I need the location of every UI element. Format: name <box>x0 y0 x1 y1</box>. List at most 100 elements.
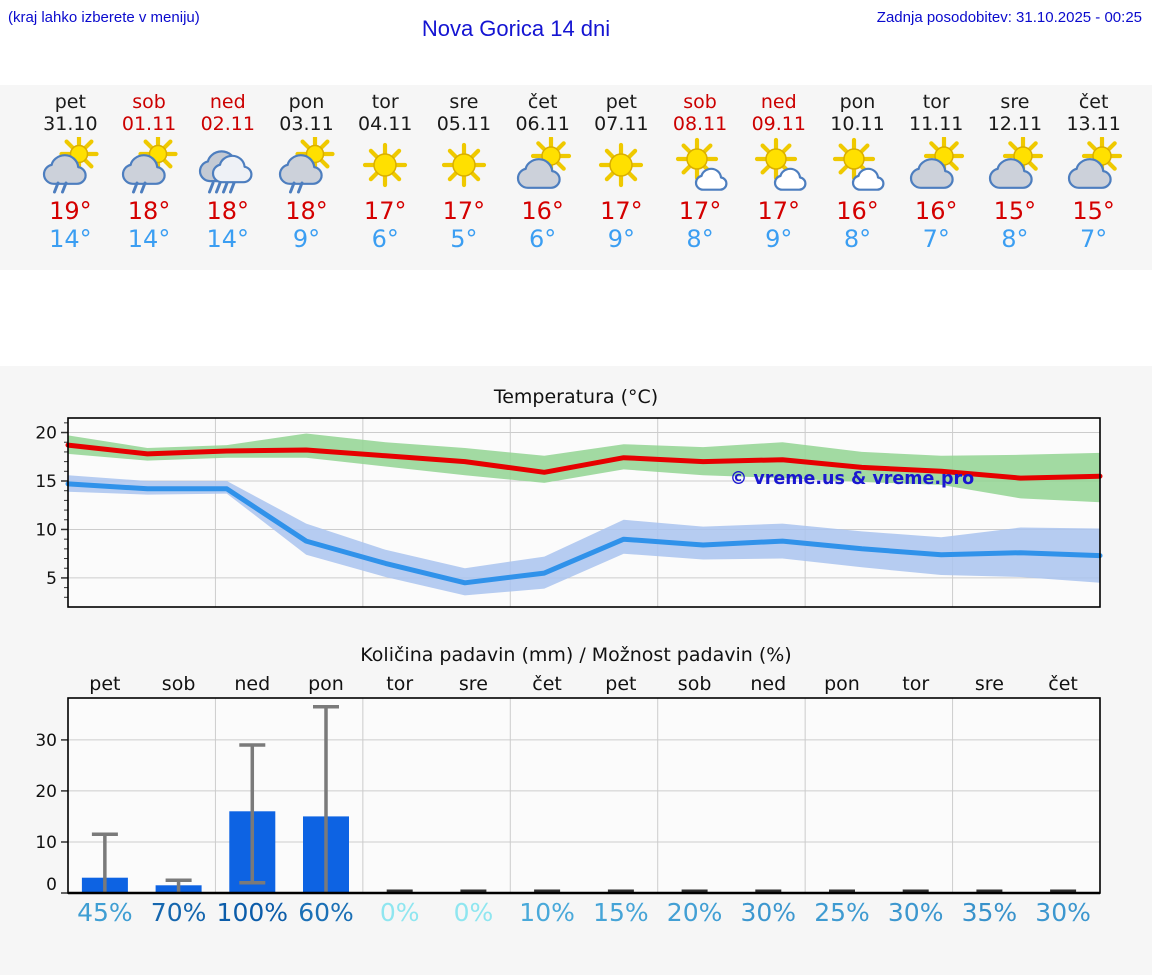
forecast-day-01.11[interactable]: sob 01.11 18° 14° <box>110 91 189 270</box>
high-temp: 19° <box>49 197 92 225</box>
precip-probability: 30% <box>1035 898 1091 927</box>
high-temp: 16° <box>836 197 879 225</box>
day-name: sre <box>449 91 479 113</box>
day-name: tor <box>922 91 950 113</box>
svg-text:10: 10 <box>35 833 57 853</box>
page-title: Nova Gorica 14 dni <box>421 16 611 41</box>
precip-zero-bar <box>976 889 1003 893</box>
day-name: čet <box>1078 91 1109 113</box>
day-date: 02.11 <box>200 113 255 135</box>
precip-probability: 60% <box>298 898 354 927</box>
day-name: pon <box>288 91 325 113</box>
day-date: 08.11 <box>672 113 728 135</box>
forecast-day-07.11[interactable]: pet 07.11 17° 9° <box>582 91 661 270</box>
svg-text:5: 5 <box>46 569 57 589</box>
forecast-day-31.10[interactable]: pet 31.10 19° 14° <box>31 91 110 270</box>
sun-behind-cloud-icon <box>1054 137 1133 195</box>
svg-text:20: 20 <box>35 782 57 802</box>
day-name: ned <box>209 91 246 113</box>
day-date: 11.11 <box>909 113 964 135</box>
sun-small-cloud-icon <box>818 137 897 195</box>
precip-day-label: pon <box>308 673 344 695</box>
day-date: 03.11 <box>279 113 334 135</box>
svg-text:30: 30 <box>35 731 57 751</box>
day-date: 13.11 <box>1066 113 1121 135</box>
precip-day-label: ned <box>234 673 270 695</box>
low-temp: 14° <box>206 225 250 253</box>
precip-day-label: sre <box>459 673 488 695</box>
day-date: 31.10 <box>43 113 98 135</box>
low-temp: 8° <box>843 225 872 253</box>
forecast-day-09.11[interactable]: ned 09.11 17° 9° <box>739 91 818 270</box>
day-date: 07.11 <box>594 113 649 135</box>
day-name: pet <box>54 91 86 113</box>
precip-zero-bar <box>534 889 561 893</box>
low-temp: 6° <box>371 225 399 253</box>
low-temp: 9° <box>765 225 793 253</box>
forecast-day-02.11[interactable]: ned 02.11 18° 14° <box>188 91 267 270</box>
precip-probability: 100% <box>217 898 288 927</box>
low-temp: 8° <box>686 225 714 253</box>
forecast-day-10.11[interactable]: pon 10.11 16° 8° <box>818 91 897 270</box>
sun-cloud-rain-icon <box>31 137 110 195</box>
low-temp: 14° <box>127 225 171 253</box>
high-temp: 18° <box>127 197 171 225</box>
day-date: 04.11 <box>358 113 413 135</box>
sun-behind-cloud-icon <box>503 137 582 195</box>
high-temp: 17° <box>442 197 486 225</box>
day-name: sre <box>1000 91 1030 113</box>
precip-probability: 15% <box>593 898 649 927</box>
precip-probability: 70% <box>151 898 207 927</box>
forecast-day-03.11[interactable]: pon 03.11 18° 9° <box>267 91 346 270</box>
high-temp: 18° <box>285 197 328 225</box>
last-update-text: Zadnja posodobitev: 31.10.2025 - 00:25 <box>876 9 1142 26</box>
forecast-day-08.11[interactable]: sob 08.11 17° 8° <box>661 91 740 270</box>
precip-zero-bar <box>1050 889 1077 893</box>
precip-probability: 35% <box>962 898 1018 927</box>
precip-zero-bar <box>681 889 708 893</box>
forecast-day-06.11[interactable]: čet 06.11 16° 6° <box>503 91 582 270</box>
clouds-heavy-rain-icon <box>188 137 267 195</box>
forecast-day-12.11[interactable]: sre 12.11 15° 8° <box>976 91 1055 270</box>
high-temp: 17° <box>600 197 643 225</box>
precip-probability: 0% <box>454 898 494 927</box>
high-temp: 17° <box>678 197 722 225</box>
day-date: 10.11 <box>830 113 885 135</box>
sun-cloud-rain-icon <box>267 137 346 195</box>
sun-small-cloud-icon <box>661 137 740 195</box>
day-name: sob <box>683 91 717 113</box>
high-temp: 15° <box>993 197 1037 225</box>
low-temp: 8° <box>1001 225 1029 253</box>
precip-day-label: pon <box>824 673 860 695</box>
precip-probability: 30% <box>888 898 944 927</box>
precip-day-label: sre <box>975 673 1004 695</box>
day-date: 06.11 <box>515 113 570 135</box>
high-temp: 18° <box>206 197 250 225</box>
svg-text:10: 10 <box>35 520 57 540</box>
forecast-day-04.11[interactable]: tor 04.11 17° 6° <box>346 91 425 270</box>
precip-zero-bar <box>607 889 634 893</box>
high-temp: 16° <box>521 197 564 225</box>
precip-probability: 10% <box>519 898 575 927</box>
precip-probability: 20% <box>667 898 723 927</box>
day-name: pet <box>605 91 637 113</box>
forecast-day-11.11[interactable]: tor 11.11 16° 7° <box>897 91 976 270</box>
precipitation-chart: pet sob ned pon tor sre čet pet sob ned pon tor sre č… <box>35 673 1101 927</box>
low-temp: 9° <box>292 225 321 253</box>
precip-day-label: tor <box>902 673 929 695</box>
precip-day-label: čet <box>1048 673 1078 695</box>
svg-text:0: 0 <box>46 875 57 895</box>
sunny-icon <box>582 137 661 195</box>
day-date: 12.11 <box>987 113 1043 135</box>
forecast-day-05.11[interactable]: sre 05.11 17° 5° <box>425 91 504 270</box>
low-temp: 5° <box>450 225 478 253</box>
precip-probability: 25% <box>814 898 870 927</box>
forecast-day-13.11[interactable]: čet 13.11 15° 7° <box>1054 91 1133 270</box>
day-name: ned <box>760 91 797 113</box>
sun-behind-cloud-icon <box>897 137 976 195</box>
svg-text:20: 20 <box>35 424 57 444</box>
sunny-icon <box>425 137 504 195</box>
charts-area: Temperatura (°C) 5 10 15 20 © vreme.us & vre… <box>0 366 1152 975</box>
precip-probability: 45% <box>77 898 133 927</box>
svg-text:15: 15 <box>35 472 57 492</box>
